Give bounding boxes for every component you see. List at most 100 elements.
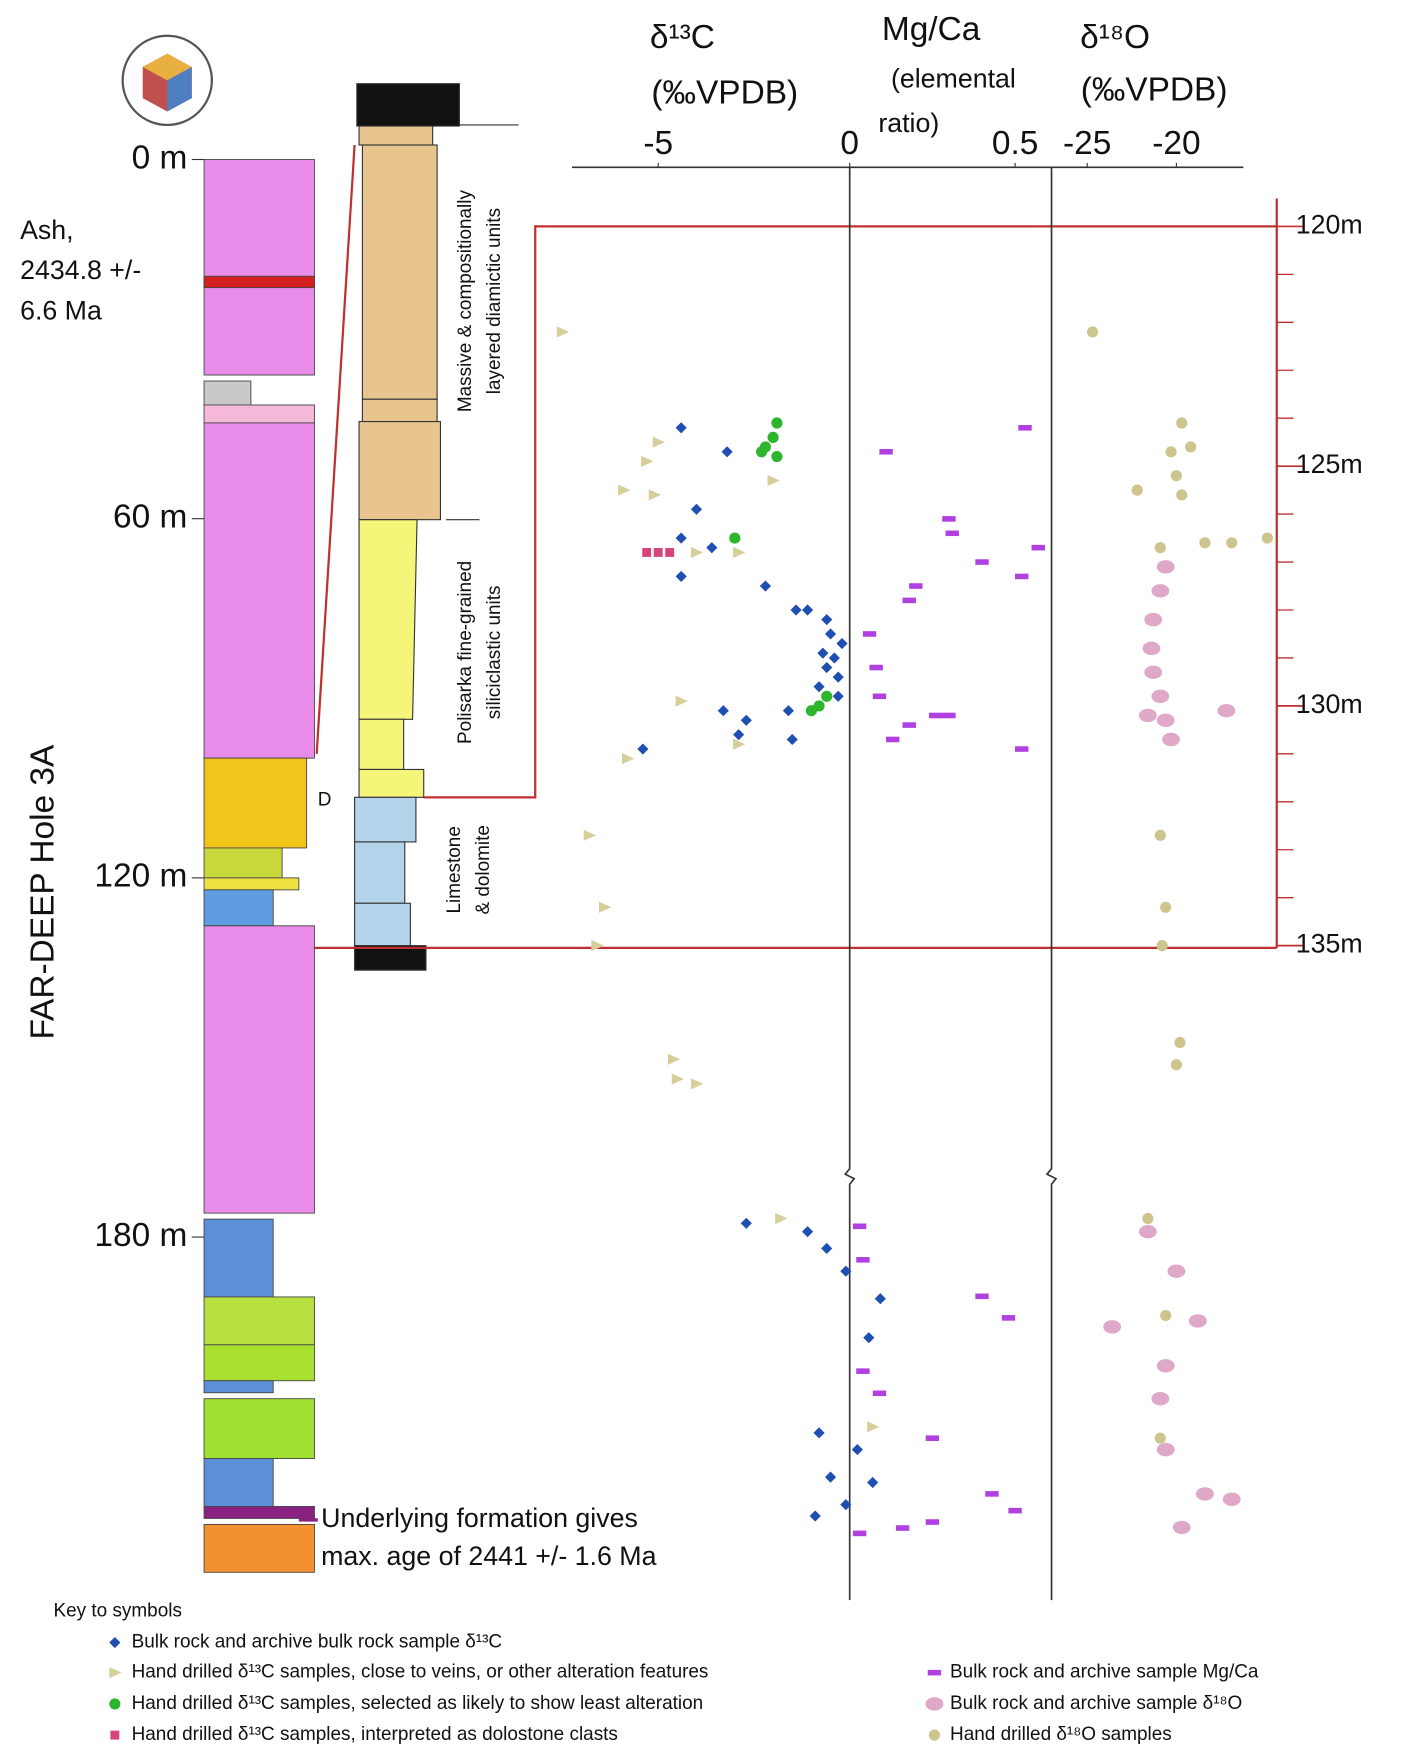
data-point [771,451,782,462]
data-point [1015,574,1028,580]
data-point [886,737,899,743]
data-point [1162,733,1180,746]
y-tick-label: 180 m [94,1217,187,1254]
section-label: Polisarka fine-grained [455,561,476,744]
data-point [642,548,651,557]
data-point [760,580,771,591]
legend-marker [926,1697,944,1710]
y-tick-label: 120 m [94,858,187,895]
annotation: max. age of 2441 +/- 1.6 Ma [321,1541,656,1571]
data-point [672,1073,684,1084]
legend-marker [109,1698,120,1709]
data-point [1143,642,1161,655]
data-point [676,696,688,707]
data-point [1157,1359,1175,1372]
data-point [1018,425,1031,431]
data-point [942,516,955,522]
data-point [821,662,832,673]
data-point [1160,902,1171,913]
y-tick-label: 130m [1296,689,1363,719]
annotation: Underlying formation gives [321,1503,638,1533]
data-point [903,722,916,728]
data-point [729,532,740,543]
x-tick-label: -25 [1063,125,1111,162]
data-point [637,743,648,754]
data-point [817,648,828,659]
lithology-layer [204,1345,314,1381]
data-point [1087,326,1098,337]
data-point [783,705,794,716]
data-point [821,614,832,625]
data-point [733,739,745,750]
data-point [1151,690,1169,703]
axis-title: δ¹³C [650,19,715,56]
data-point [1157,940,1168,951]
data-point [1151,584,1169,597]
data-point [1142,1213,1153,1224]
data-point [676,422,687,433]
lithology-layer [204,1506,314,1518]
lithology-layer [204,405,314,423]
axis-units: (‰VPDB) [651,75,798,112]
data-point [706,542,717,553]
data-point [787,734,798,745]
data-point [591,940,603,951]
x-tick-label: -20 [1152,125,1200,162]
data-point [1008,1508,1021,1514]
data-point [1132,485,1143,496]
data-point [771,417,782,428]
data-point [1226,537,1237,548]
data-point [875,1293,886,1304]
data-point [836,638,847,649]
data-point [853,1531,866,1537]
annotation: D [318,790,332,811]
legend-label: Hand drilled δ¹³C samples, interpreted a… [132,1724,618,1745]
data-point [1173,1521,1191,1534]
legend-label: Bulk rock and archive sample Mg/Ca [950,1662,1259,1683]
data-point [1176,417,1187,428]
data-point [833,672,844,683]
data-point [896,1525,909,1531]
data-point [654,548,663,557]
data-point [756,446,767,457]
data-point [853,1224,866,1230]
y-tick-label: 0 m [132,139,188,176]
data-point [718,705,729,716]
data-point [1176,489,1187,500]
legend-title: Key to symbols [54,1600,182,1621]
data-point [1171,1059,1182,1070]
data-point [1155,1433,1166,1444]
section-label: Limestone [444,826,465,913]
lithology-layer [204,758,307,848]
section-label: siliciclastic units [484,586,505,720]
lithology-layer [204,848,282,878]
legend-label: Hand drilled δ¹³C samples, selected as l… [132,1693,704,1714]
data-point [741,715,752,726]
data-point [1196,1487,1214,1500]
legend-marker [929,1730,940,1741]
lithology-layer [204,276,314,287]
data-point [975,559,988,565]
legend-marker [109,1637,120,1648]
data-point [1171,470,1182,481]
data-point [584,830,596,841]
data-point [1217,704,1235,717]
legend-label: Hand drilled δ¹⁸O samples [950,1724,1172,1745]
lithology-layer [204,1381,273,1393]
lithology-layer [204,890,273,926]
data-point [810,1510,821,1521]
data-point [649,489,661,500]
data-point [1002,1315,1015,1321]
lithology-layer [204,160,314,376]
axis-title: δ¹⁸O [1080,19,1150,56]
data-point [802,1226,813,1237]
data-point [985,1491,998,1497]
data-point [825,1472,836,1483]
lithology-layer [204,1219,273,1297]
lithology-layer [204,423,314,758]
data-point [926,1519,939,1525]
y-tick-label: 125m [1296,449,1363,479]
lithology-layer [204,1459,273,1507]
data-point [929,713,942,719]
data-point [665,548,674,557]
